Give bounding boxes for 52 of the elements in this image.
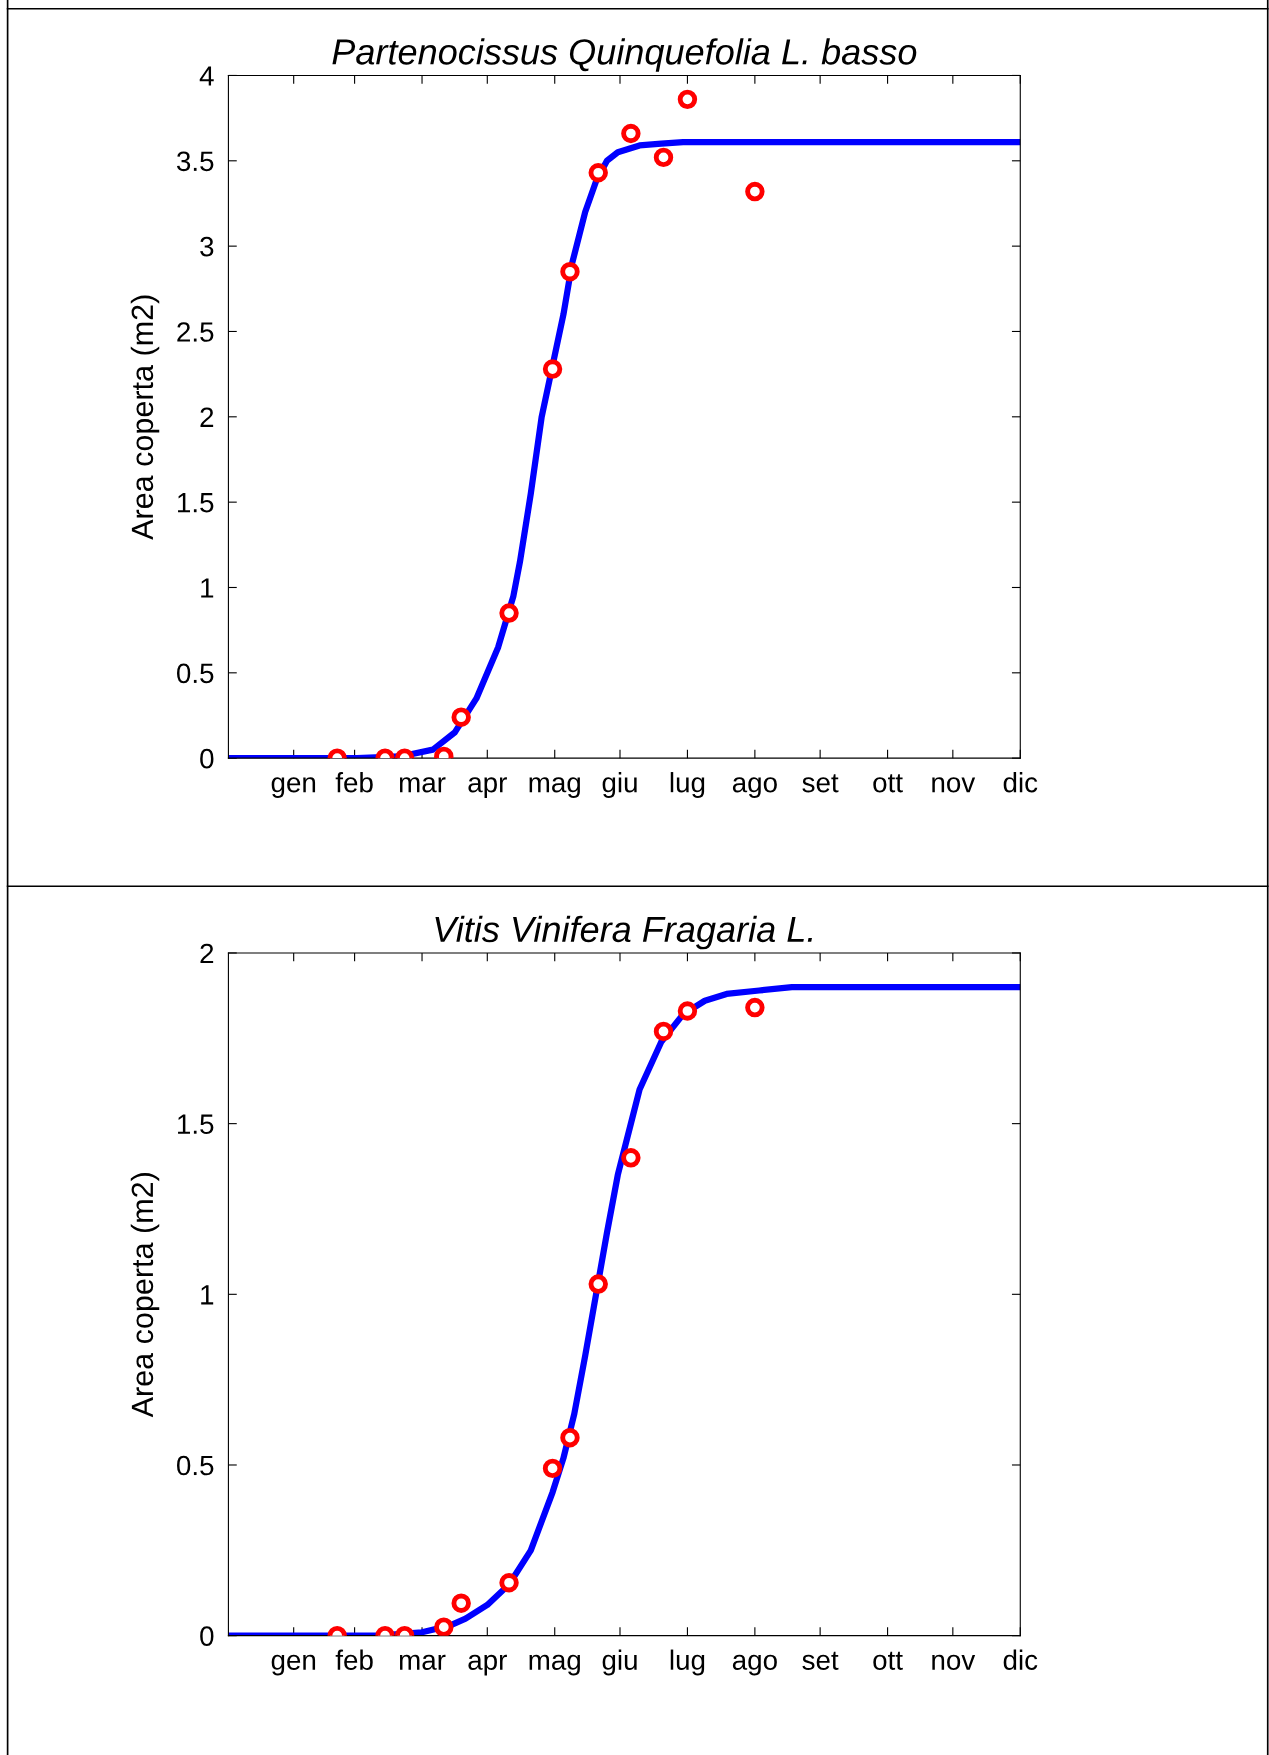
x-tick-label: apr (468, 1654, 507, 1676)
x-tick-label: apr (468, 777, 507, 798)
x-tick-label: lug (670, 772, 705, 798)
x-tick-label: nov (932, 1654, 976, 1670)
x-tick-label: gen (271, 1654, 316, 1676)
x-tick-label: gen (271, 777, 316, 798)
x-tick-label: feb (335, 772, 373, 793)
chart-title: Partenocissus Quinquefolia L. basso (332, 38, 917, 72)
point (653, 1021, 674, 1042)
y-tick-label: 1 (201, 1285, 214, 1305)
x-tick-label: mar (399, 777, 446, 793)
point (677, 1001, 698, 1021)
x-tick-label: set (802, 774, 839, 793)
point (745, 997, 765, 1018)
y-tick-label: 0.5 (177, 663, 214, 684)
y-tick-label: 1.5 (178, 1114, 214, 1134)
x-tick-label: ago (732, 1654, 777, 1676)
x-tick-label: ott (873, 1651, 903, 1670)
y-tick-label: 1.5 (178, 493, 214, 513)
y-tick-label: 0.5 (177, 1455, 214, 1476)
y-tick-label: 2.5 (177, 322, 214, 342)
y-axis-title: Area coperta (m2) (130, 295, 160, 540)
x-tick-label: nov (932, 777, 976, 793)
x-tick-label: mar (399, 1654, 446, 1670)
point (621, 1148, 641, 1168)
x-tick-label: dic (1003, 1649, 1038, 1670)
point (499, 1573, 519, 1593)
point (542, 1458, 563, 1479)
x-tick-label: mag (529, 1654, 580, 1676)
point (434, 1617, 454, 1636)
point (588, 1274, 608, 1294)
y-tick-label: 2 (200, 943, 214, 964)
x-tick-label: lug (670, 1649, 705, 1676)
y-tick-label: 0 (200, 1626, 214, 1646)
y-tick-label: 1 (201, 578, 214, 598)
x-tick-label: dic (1003, 772, 1038, 793)
y-tick-label: 0 (200, 748, 214, 769)
x-tick-label: mag (529, 777, 580, 798)
y-tick-label: 3 (200, 236, 214, 257)
x-tick-label: ott (873, 774, 903, 793)
y-axis-title: Area coperta (m2) (130, 1173, 160, 1418)
point (451, 1593, 471, 1613)
point (560, 1427, 580, 1448)
y-tick-label: 2 (200, 407, 214, 427)
y-tick-label: 3.5 (176, 151, 214, 172)
x-tick-label: ago (732, 777, 777, 798)
y-tick-label: 4 (199, 66, 214, 86)
chart-title: Vitis Vinifera Fragaria L. (435, 915, 812, 950)
x-tick-label: giu (602, 1649, 637, 1676)
x-tick-label: giu (602, 772, 637, 798)
x-tick-label: set (802, 1651, 839, 1670)
x-tick-label: feb (335, 1649, 373, 1670)
